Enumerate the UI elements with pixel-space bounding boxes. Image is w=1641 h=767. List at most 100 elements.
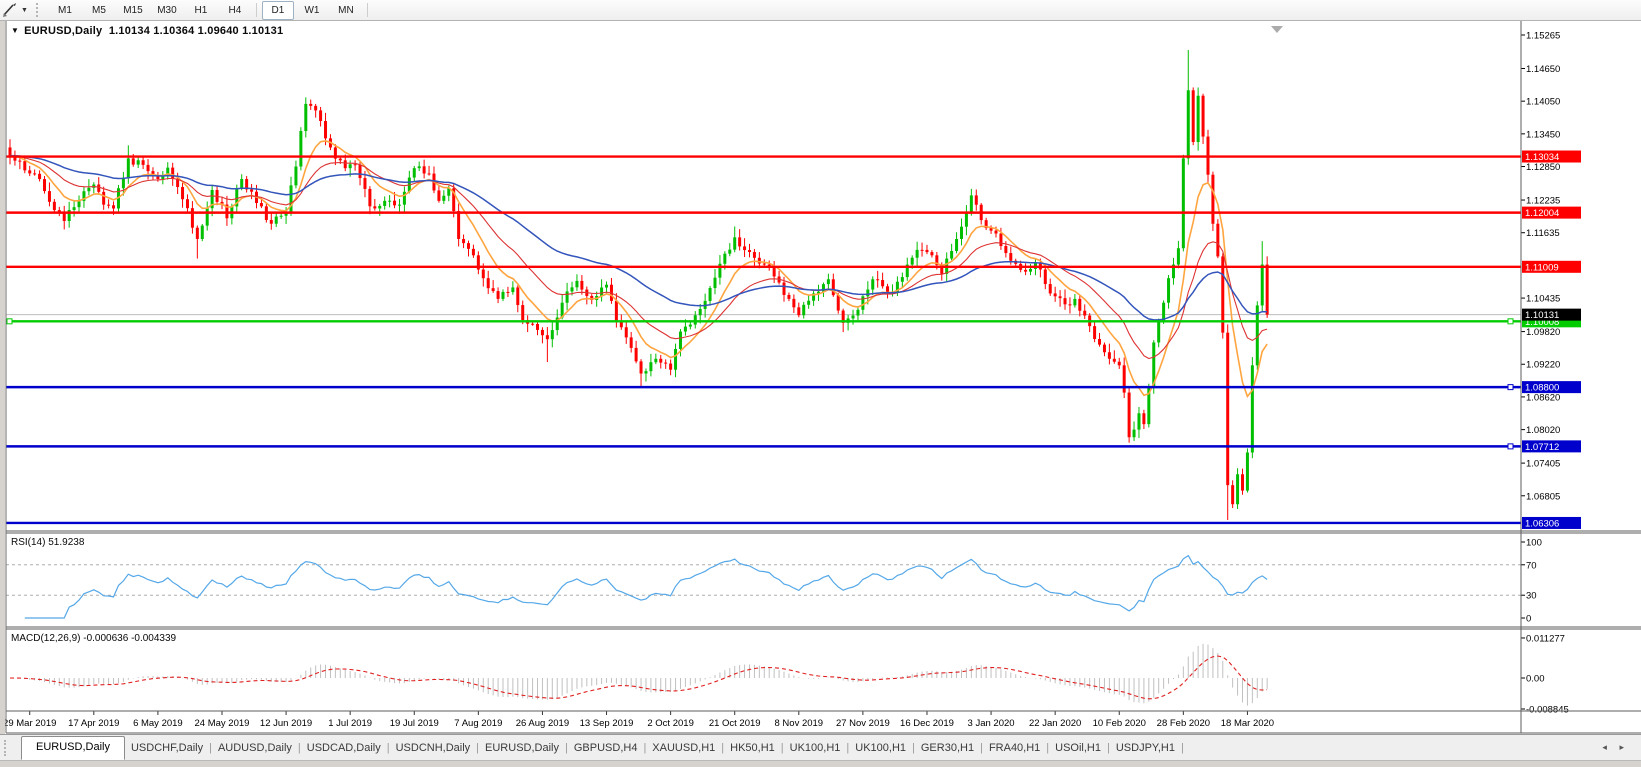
level-badge-1.12004 (1522, 206, 1581, 219)
chart-tab-usoil-h1[interactable]: USOil,H1 (1055, 742, 1101, 754)
price-tick: 1.08020 (1526, 425, 1560, 436)
level-badge-1.07712 (1522, 440, 1581, 453)
timeframe-button-m5[interactable]: M5 (91, 4, 106, 16)
tab-separator: | (912, 742, 915, 754)
tab-separator: | (643, 742, 647, 754)
level-badge-1.06306 (1522, 516, 1581, 529)
timeframe-button-m30[interactable]: M30 (157, 4, 177, 16)
timeframe-button-d1[interactable]: D1 (261, 0, 294, 20)
date-label: 6 May 2019 (133, 718, 183, 729)
level-handle[interactable] (1507, 443, 1514, 450)
chart-tab-gbpusd-h4[interactable]: GBPUSD,H4 (573, 742, 638, 754)
price-tick: 1.09220 (1526, 360, 1560, 371)
timeframe-button-h4[interactable]: H4 (228, 4, 242, 16)
chart-tab-usdcad-daily[interactable]: USDCAD,Daily (306, 742, 381, 754)
tab-separator: | (297, 742, 301, 754)
price-tick: 1.09820 (1526, 327, 1560, 338)
current-price-badge (1522, 308, 1581, 321)
price-tick: 1.11635 (1526, 228, 1560, 239)
level-handle[interactable] (1507, 318, 1514, 325)
price-tick: 1.14050 (1526, 97, 1560, 108)
timeframe-button-w1[interactable]: W1 (304, 4, 320, 16)
level-handle[interactable] (6, 318, 13, 325)
tabbar-grip[interactable] (4, 740, 9, 756)
level-badge-text: 1.10008 (1525, 317, 1559, 328)
chart-shift-marker-icon[interactable] (1271, 26, 1283, 33)
level-badge-text: 1.07712 (1525, 442, 1559, 453)
toolbar-separator (366, 3, 368, 17)
level-badge-1.11009 (1522, 260, 1581, 273)
chart-symbol: EURUSD,Daily (24, 25, 103, 37)
chart-tab-usdcnh-daily[interactable]: USDCNH,Daily (395, 742, 471, 754)
price-tick: 1.13450 (1526, 129, 1560, 140)
rsi-line (24, 554, 1268, 619)
level-badge-text: 1.06306 (1525, 518, 1559, 529)
toolbar-grip[interactable] (35, 3, 42, 17)
date-axis[interactable] (6, 711, 1521, 733)
chart-tab-usdchf-daily[interactable]: USDCHF,Daily (130, 742, 204, 754)
chart-tab-usdjpy-h1[interactable]: USDJPY,H1 (1115, 742, 1175, 754)
price-tick: 1.12850 (1526, 162, 1560, 173)
timeframe-button-m15[interactable]: M15 (123, 4, 143, 16)
chart-tab-eurusd-daily[interactable]: EURUSD,Daily (21, 736, 125, 760)
date-label: 16 Dec 2019 (900, 718, 954, 729)
date-label: 26 Aug 2019 (516, 718, 569, 729)
timeframe-button-m1[interactable]: M1 (57, 4, 72, 16)
level-badge-text: 1.13034 (1525, 152, 1559, 163)
date-label: 17 Apr 2019 (68, 718, 119, 729)
date-label: 8 Nov 2019 (775, 718, 824, 729)
macd-signal-line (9, 655, 1268, 700)
chart-title: ▼ EURUSD,Daily 1.10134 1.10364 1.09640 1.… (11, 25, 283, 37)
rsi-tick: 30 (1526, 591, 1537, 602)
chart-tab-ger30-h1[interactable]: GER30,H1 (920, 742, 975, 754)
level-handle[interactable] (1507, 384, 1514, 391)
chart-plot-area[interactable] (6, 21, 1521, 531)
level-badge-text: 1.11009 (1525, 262, 1559, 273)
date-label: 3 Jan 2020 (968, 718, 1015, 729)
date-label: 2 Oct 2019 (647, 718, 693, 729)
chart-tab-audusd-daily[interactable]: AUDUSD,Daily (217, 742, 292, 754)
date-label: 29 Mar 2019 (3, 718, 56, 729)
ma-fast-line (9, 140, 1268, 399)
date-label: 27 Nov 2019 (836, 718, 890, 729)
chart-tab-hk50-h1[interactable]: HK50,H1 (730, 742, 775, 754)
macd-label: MACD(12,26,9) -0.000636 -0.004339 (11, 633, 177, 644)
macd-tick: 0.00 (1526, 674, 1545, 685)
price-tick: 1.08620 (1526, 392, 1560, 403)
tool-dropdown-icon[interactable]: ▼ (21, 6, 28, 14)
drawing-tool-icon[interactable] (1, 2, 19, 19)
price-tick: 1.07405 (1526, 459, 1560, 470)
macd-values: -0.000636 -0.004339 (83, 633, 177, 644)
tab-separator: | (780, 742, 784, 754)
timeframe-button-h1[interactable]: H1 (194, 4, 208, 16)
chart-tab-eurusd-daily[interactable]: EURUSD,Daily (485, 742, 559, 754)
date-label: 19 Jul 2019 (390, 718, 439, 729)
date-label: 22 Jan 2020 (1029, 718, 1081, 729)
tab-scroll-left-icon[interactable]: ◂ (1602, 742, 1607, 752)
date-label: 28 Feb 2020 (1157, 718, 1210, 729)
macd-tick: -0.008845 (1526, 705, 1569, 716)
price-tick: 1.06805 (1526, 491, 1560, 502)
chart-tab-xauusd-h1[interactable]: XAUUSD,H1 (652, 742, 716, 754)
tab-separator: | (386, 742, 390, 754)
tab-separator: | (980, 742, 983, 754)
rsi-tick: 0 (1526, 614, 1531, 625)
rsi-tick: 70 (1526, 560, 1537, 571)
timeframe-button-mn[interactable]: MN (338, 4, 354, 16)
chart-tab-uk100-h1[interactable]: UK100,H1 (855, 742, 907, 754)
tab-scroll-right-icon[interactable]: ▸ (1619, 742, 1624, 752)
rsi-value: 51.9238 (48, 537, 85, 548)
collapse-triangle-icon[interactable]: ▼ (11, 26, 20, 35)
rsi-pane[interactable] (6, 533, 1521, 627)
level-badge-1.13034 (1522, 150, 1581, 163)
macd-pane[interactable] (6, 629, 1521, 711)
price-axis[interactable] (1521, 21, 1641, 733)
chart-tab-fra40-h1[interactable]: FRA40,H1 (988, 742, 1041, 754)
price-tick: 1.10435 (1526, 294, 1560, 305)
toolbar-separator (255, 3, 257, 17)
level-badge-text: 1.12004 (1525, 208, 1559, 219)
chart-tab-uk100-h1[interactable]: UK100,H1 (789, 742, 841, 754)
tab-separator: | (1107, 742, 1110, 754)
rsi-tick: 100 (1526, 538, 1542, 549)
price-tick: 1.14650 (1526, 64, 1560, 75)
